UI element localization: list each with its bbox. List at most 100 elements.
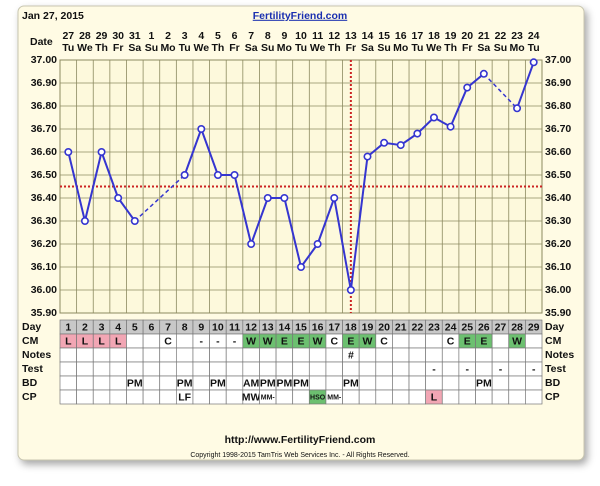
cell-text: PM (277, 377, 293, 389)
table-cell (441, 361, 460, 377)
table-cell (192, 347, 210, 363)
table-cell (209, 361, 227, 377)
table-cell (392, 361, 410, 377)
date-label: 2 (165, 30, 171, 42)
footer-url[interactable]: http://www.FertilityFriend.com (225, 434, 376, 446)
date-label: 13 (345, 30, 357, 42)
temperature-point (130, 217, 139, 226)
cell-text: 19 (362, 321, 374, 333)
y-tick-label-right: 36.60 (545, 146, 571, 158)
weekday-label: Su (377, 42, 390, 54)
date-label: 14 (362, 30, 374, 42)
date-label: 19 (445, 30, 457, 42)
weekday-label: Fr (113, 42, 124, 54)
table-cell (192, 389, 210, 405)
table-cell (159, 347, 177, 363)
temperature-point (463, 83, 472, 92)
cell-text: MM- (261, 394, 276, 401)
table-cell (92, 361, 111, 377)
cell-text: 18 (345, 321, 357, 333)
table-cell (491, 333, 510, 349)
table-cell (126, 361, 144, 377)
table-cell (192, 361, 210, 377)
y-tick-label: 36.60 (31, 146, 57, 158)
table-cell (142, 361, 161, 377)
table-cell (109, 389, 127, 405)
table-cell (525, 389, 543, 405)
weekday-label: Tu (411, 42, 423, 54)
table-cell (408, 389, 427, 405)
table-cell (126, 347, 144, 363)
cell-text: L (98, 335, 105, 347)
cell-text: MW (242, 391, 261, 403)
date-label: 4 (198, 30, 204, 42)
y-tick-label-right: 36.90 (545, 77, 571, 89)
table-cell (441, 389, 460, 405)
y-tick-label-right: 36.20 (545, 238, 571, 250)
table-cell (408, 361, 427, 377)
date-label: 3 (182, 30, 188, 42)
row-label-right: CP (545, 391, 560, 403)
date-label: 7 (248, 30, 254, 42)
weekday-label: Mo (393, 42, 408, 54)
table-cell (508, 361, 526, 377)
weekday-label: We (77, 42, 93, 54)
table-cell (491, 347, 510, 363)
table-cell (375, 389, 393, 405)
weekday-label: We (310, 42, 326, 54)
table-cell (142, 375, 161, 391)
table-cell (76, 375, 94, 391)
cell-text: PM (260, 377, 276, 389)
temperature-point (180, 171, 189, 180)
cell-text: 24 (445, 321, 457, 333)
table-cell (225, 375, 244, 391)
table-cell (425, 333, 443, 349)
temperature-point (296, 262, 305, 271)
y-tick-label: 37.00 (31, 54, 57, 66)
y-tick-label-right: 37.00 (545, 54, 571, 66)
temperature-point (396, 141, 405, 150)
gap-connector (483, 73, 518, 109)
cell-text: 20 (378, 321, 390, 333)
table-cell (259, 361, 277, 377)
table-cell (375, 375, 393, 391)
cell-text: AM (243, 377, 260, 389)
weekday-label: Tu (528, 42, 540, 54)
table-cell (225, 361, 244, 377)
table-cell (275, 389, 294, 405)
cell-text: 27 (495, 321, 507, 333)
table-cell (76, 361, 94, 377)
date-label: 27 (62, 30, 74, 42)
table-cell (525, 375, 543, 391)
cell-text: 14 (279, 321, 291, 333)
temperature-point (280, 194, 289, 203)
cell-text: E (297, 335, 304, 347)
weekday-label: Sa (128, 42, 141, 54)
table-cell (342, 389, 360, 405)
temperature-point (213, 171, 222, 180)
row-label-right: Notes (545, 349, 574, 361)
temperature-point (479, 69, 488, 78)
cell-text: PM (127, 377, 143, 389)
table-cell (491, 375, 510, 391)
row-label: CP (22, 391, 37, 403)
site-name[interactable]: FertilityFriend.com (253, 10, 348, 22)
temperature-point (97, 148, 106, 157)
table-cell (275, 361, 294, 377)
table-cell (491, 389, 510, 405)
row-label: Notes (22, 349, 51, 361)
cell-text: 2 (82, 321, 88, 333)
table-cell (425, 375, 443, 391)
cell-text: - (216, 335, 220, 347)
cell-text: C (447, 335, 455, 347)
table-cell (358, 361, 377, 377)
y-tick-label: 36.70 (31, 123, 57, 135)
weekday-label: Fr (229, 42, 240, 54)
date-label: 21 (478, 30, 490, 42)
table-cell (59, 347, 77, 363)
table-cell (441, 375, 460, 391)
temperature-point (197, 125, 206, 134)
table-cell (475, 389, 493, 405)
table-cell (175, 347, 194, 363)
table-cell (392, 389, 410, 405)
